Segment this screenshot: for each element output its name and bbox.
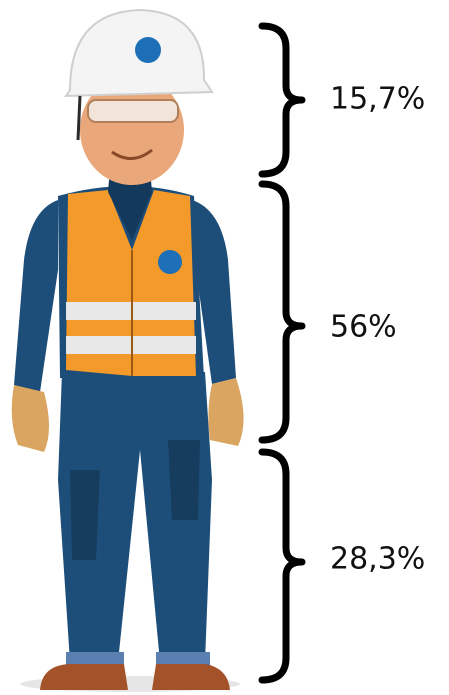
percentage-label: 28,3%	[330, 542, 425, 577]
brace	[262, 26, 302, 174]
brace	[262, 184, 302, 440]
brace	[262, 452, 302, 680]
percentage-label: 56%	[330, 310, 397, 345]
percentage-label: 15,7%	[330, 82, 425, 117]
infographic: 15,7% 56% 28,3%	[0, 0, 449, 695]
worker-illustration	[12, 10, 244, 692]
